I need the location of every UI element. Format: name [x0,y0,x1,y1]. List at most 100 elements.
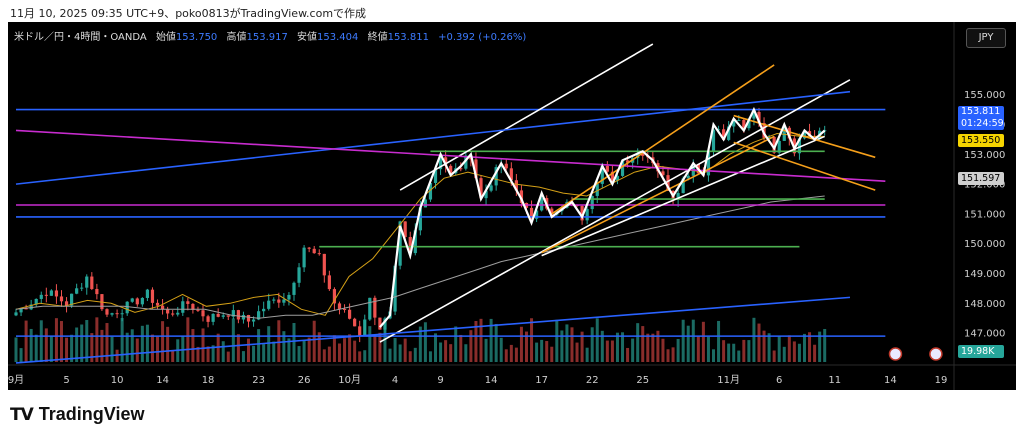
volume-bar [241,351,245,362]
candle-body [59,296,64,302]
candle-body [49,290,53,296]
candle-body [322,253,326,276]
volume-bar [110,336,114,362]
candle-body [378,317,382,330]
candle-body [332,289,337,304]
x-tick-label: 10 [111,375,124,386]
volume-bar [327,346,331,362]
volume-bar [282,331,286,362]
volume-bar [292,323,296,362]
volume-bar [95,317,99,362]
volume-bar [125,332,129,362]
volume-bar [70,334,74,362]
candle-body [514,180,518,191]
candle-body [373,297,377,318]
candle-body [282,299,286,303]
volume-bar [823,328,827,362]
candle-body [342,308,347,310]
volume-bar [85,320,89,362]
candle-body [474,159,478,179]
trendline-orange-down-2 [733,141,876,191]
candle-body [201,310,205,317]
candle-body [413,230,417,254]
candle-body [327,275,331,290]
volume-bar [413,347,417,362]
candle-body [267,300,271,309]
candle-body [191,303,195,310]
candle-body [777,140,781,153]
currency-button[interactable]: JPY [966,28,1006,48]
volume-bar [686,325,690,362]
x-tick-label: 10月 [338,374,361,386]
candle-body [757,112,761,124]
candle-body [272,299,276,301]
volume-bar [201,328,205,362]
volume-bar [206,346,210,362]
candle-body [676,193,680,200]
candle-body [464,155,468,169]
volume-bar [732,343,736,362]
tradingview-logo[interactable]: TV TradingView [10,404,144,425]
candle-body [262,308,266,312]
open-label: 始値 [155,32,176,43]
volume-bar [808,332,812,362]
volume-bar [408,351,412,362]
candle-body [211,313,215,322]
volume-bar [646,333,650,362]
candle-body [176,312,180,315]
moving-average-line [15,195,825,319]
candle-body [727,126,731,140]
volume-bar [80,324,84,362]
volume-bar [166,326,170,362]
candle-body [408,236,412,254]
candle-body [797,138,802,154]
candle-body [383,318,387,330]
candle-body [600,165,604,184]
last-price: 153.811 [961,106,1001,117]
volume-bar [626,347,630,362]
volume-bar [105,323,109,362]
x-tick-label: 4 [392,375,398,386]
candle-body [302,247,306,268]
close-label: 終値 [367,32,388,43]
volume-bar [762,330,766,362]
candle-body [428,182,433,200]
x-tick-label: 11 [828,375,841,386]
volume-bar [717,320,721,362]
chart-panel[interactable]: 155.000154.000153.000152.000151.000150.0… [8,22,1016,390]
volume-bar [171,350,175,362]
candle-body [812,136,817,140]
volume-bar [231,318,235,362]
volume-bar [262,344,266,362]
candle-body [297,267,301,283]
volume-bar [615,332,619,362]
volume-bar [524,331,528,362]
candle-body [307,247,311,249]
volume-bar [681,319,685,362]
open-value: 153.750 [175,32,218,43]
volume-bar [247,338,250,362]
candle-body [186,301,190,304]
volume-bar [221,341,225,362]
x-tick-label: 23 [252,375,265,386]
volume-bar [34,334,38,362]
volume-bar [722,340,726,362]
x-tick-label: 6 [776,375,782,386]
price-chart[interactable]: 155.000154.000153.000152.000151.000150.0… [8,22,1016,390]
volume-bar [600,330,604,362]
volume-bar [29,328,33,362]
candle-body [44,294,48,296]
volume-bar [797,343,801,362]
candle-body [257,311,261,320]
volume-bar [115,349,119,362]
candle-body [711,129,716,151]
candle-body [747,118,751,129]
candle-body [504,163,508,169]
volume-bar [130,329,134,362]
candle-body [221,315,225,317]
volume-bar [287,338,291,362]
candle-body [358,326,362,336]
candle-body [353,318,357,327]
volume-bar [439,342,443,362]
candle-body [110,313,114,315]
